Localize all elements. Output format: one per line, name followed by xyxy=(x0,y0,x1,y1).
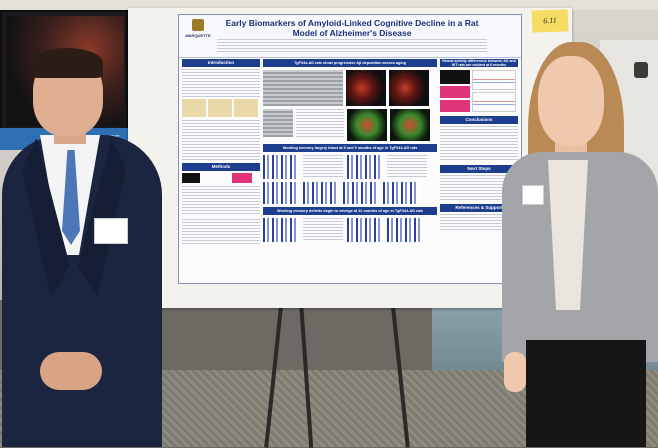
green-stain-image xyxy=(347,109,387,141)
poster-column-1: Introduction Methods xyxy=(182,59,260,245)
wall-light xyxy=(634,62,648,78)
intro-text-2 xyxy=(182,120,260,160)
man-hair xyxy=(31,48,103,78)
logo-crest-icon xyxy=(192,19,204,31)
neural-image xyxy=(440,86,470,98)
bar-chart-thumbnail xyxy=(263,182,299,204)
poster-column-2: TgF344-AD rats show progressive Aβ depos… xyxy=(263,59,437,242)
woman-hand xyxy=(504,352,526,392)
logo-text: MARQUETTE xyxy=(185,33,211,38)
man-tie xyxy=(62,150,80,245)
intro-figure xyxy=(208,99,232,117)
section-methods: Methods xyxy=(182,163,260,171)
bar-chart-thumbnail xyxy=(343,182,379,204)
section-working-memory-2: Working memory deficits begin to emerge … xyxy=(263,207,437,215)
poster-number-sticky: 6.11 xyxy=(531,9,569,33)
intro-figure xyxy=(234,99,258,117)
woman-top xyxy=(548,160,588,310)
bar-chart-thumbnail xyxy=(347,155,383,179)
ceiling xyxy=(0,0,658,10)
bar-chart-thumbnail xyxy=(387,218,423,242)
methods-text-2 xyxy=(182,219,260,245)
deposition-image-grid xyxy=(263,70,343,106)
bar-chart-thumbnail xyxy=(263,155,299,179)
bar-chart-thumbnail xyxy=(303,182,339,204)
neural-trace-chart xyxy=(472,70,516,90)
deposition-figures xyxy=(263,70,437,106)
research-poster: MARQUETTE Early Biomarkers of Amyloid-Li… xyxy=(178,14,522,284)
bar-chart-thumbnail xyxy=(263,218,299,242)
section-working-memory-1: Working memory largely intact at 6 and 9… xyxy=(263,144,437,152)
intro-figure xyxy=(182,99,206,117)
intro-text xyxy=(182,69,260,97)
section-tgf-deposition: TgF344-AD rats show progressive Aβ depos… xyxy=(263,59,437,67)
university-logo: MARQUETTE xyxy=(183,19,213,47)
section-neural-activity: Neural activity differences between AD a… xyxy=(440,59,518,67)
bar-chart-thumbnail xyxy=(347,218,383,242)
neural-images xyxy=(440,70,470,112)
section-conclusions: Conclusions xyxy=(440,116,518,124)
methods-figure xyxy=(232,173,252,183)
neural-image xyxy=(440,70,470,84)
neural-image xyxy=(440,100,470,112)
methods-text xyxy=(182,186,260,216)
methods-figure xyxy=(182,173,200,183)
deposition-image xyxy=(263,109,293,137)
deposition-stain-image xyxy=(346,70,386,106)
poster-header: MARQUETTE Early Biomarkers of Amyloid-Li… xyxy=(179,15,521,58)
neural-trace-chart xyxy=(472,92,516,112)
green-stain-image xyxy=(390,109,430,141)
deposition-caption xyxy=(296,109,344,137)
working-memory-charts-3 xyxy=(263,218,437,242)
neural-figures xyxy=(440,70,518,112)
working-memory-charts-2 xyxy=(263,182,437,204)
chart-caption xyxy=(303,218,343,242)
deposition-figures-2 xyxy=(263,109,437,141)
chart-caption xyxy=(387,155,427,179)
woman-name-badge xyxy=(522,185,544,205)
man-clasped-hands xyxy=(40,352,102,390)
poster-authors xyxy=(217,39,487,53)
methods-figures xyxy=(182,173,260,183)
chart-caption xyxy=(303,155,343,179)
woman-face xyxy=(538,56,604,146)
intro-figures xyxy=(182,99,260,117)
poster-column-3: Neural activity differences between AD a… xyxy=(440,59,518,232)
section-next-steps: Next Steps xyxy=(440,165,518,173)
conclusions-text xyxy=(440,126,518,162)
deposition-stain-image xyxy=(389,70,429,106)
working-memory-charts-1 xyxy=(263,155,437,179)
neural-traces xyxy=(472,70,516,112)
man-name-badge xyxy=(94,218,128,244)
section-introduction: Introduction xyxy=(182,59,260,67)
woman-pants xyxy=(526,340,646,447)
references-text xyxy=(440,214,518,232)
poster-title: Early Biomarkers of Amyloid-Linked Cogni… xyxy=(225,18,479,38)
section-references: References & Support xyxy=(440,204,518,212)
bar-chart-thumbnail xyxy=(383,182,419,204)
